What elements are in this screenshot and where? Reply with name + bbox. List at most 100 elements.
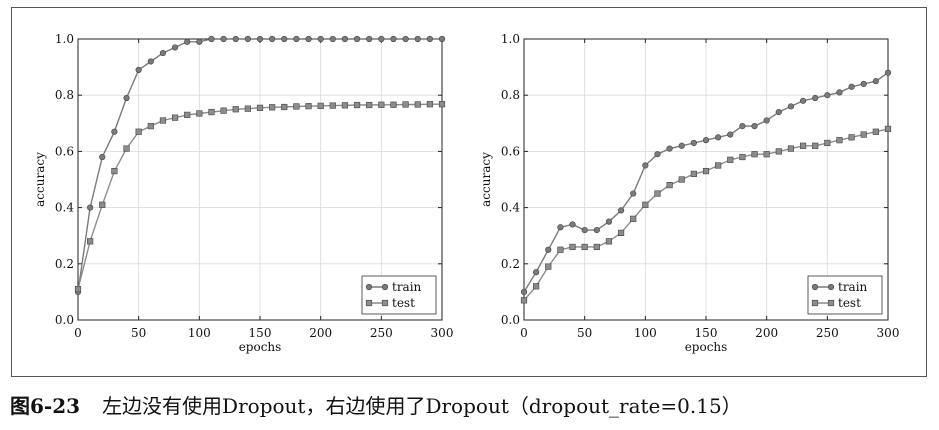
data-point-test xyxy=(256,104,264,111)
data-point-test xyxy=(520,297,528,304)
data-point-test xyxy=(654,190,661,197)
x-tick-label: 200 xyxy=(309,326,332,340)
x-tick-label: 250 xyxy=(816,326,839,340)
y-tick-label: 0.6 xyxy=(55,144,74,158)
data-point-test xyxy=(353,101,361,109)
data-point-test xyxy=(269,104,276,111)
data-point-train xyxy=(617,207,625,214)
data-point-train xyxy=(763,117,770,124)
data-point-train xyxy=(630,190,637,197)
x-axis-label: epochs xyxy=(685,340,728,354)
data-point-train xyxy=(860,80,867,88)
x-tick-label: 100 xyxy=(188,326,211,340)
data-point-train xyxy=(557,224,564,231)
data-point-train xyxy=(884,69,892,76)
data-point-test xyxy=(848,134,855,141)
data-point-test xyxy=(799,142,807,149)
data-point-test xyxy=(378,101,385,108)
data-point-test xyxy=(305,103,312,110)
data-point-train xyxy=(244,35,251,43)
legend-box xyxy=(361,275,437,315)
x-tick-label: 150 xyxy=(695,326,718,340)
legend-label-train: train xyxy=(838,280,868,294)
data-point-test xyxy=(836,137,843,144)
data-point-test xyxy=(569,243,576,251)
x-tick-label: 300 xyxy=(877,326,900,340)
data-point-test xyxy=(74,285,82,293)
data-point-train xyxy=(366,35,373,43)
data-point-train xyxy=(111,128,118,135)
data-point-train xyxy=(848,83,855,90)
data-point-train xyxy=(787,103,795,110)
data-point-train xyxy=(329,35,336,43)
data-point-train xyxy=(390,35,397,43)
data-point-train xyxy=(414,35,421,43)
legend-marker-test xyxy=(365,299,373,307)
figure-caption: 图6-23 左边没有使用Dropout，右边使用了Dropout（dropout_… xyxy=(10,390,742,419)
data-point-train xyxy=(605,218,613,225)
data-point-test xyxy=(135,128,142,135)
x-tick-label: 150 xyxy=(249,326,272,340)
y-tick-label: 0.0 xyxy=(55,313,74,327)
data-point-train xyxy=(690,139,697,147)
data-point-test xyxy=(678,176,685,183)
data-point-train xyxy=(426,35,433,43)
data-point-test xyxy=(426,101,433,108)
data-point-train xyxy=(269,35,276,43)
data-point-test xyxy=(739,153,746,161)
data-point-test xyxy=(123,145,130,152)
data-point-test xyxy=(617,229,625,236)
data-point-test xyxy=(860,131,867,138)
data-point-test xyxy=(281,103,288,111)
y-axis-label: accuracy xyxy=(33,152,47,207)
legend-label-train: train xyxy=(392,280,422,294)
x-tick-label: 100 xyxy=(634,326,657,340)
data-point-train xyxy=(123,94,130,102)
data-point-train xyxy=(799,97,807,104)
data-point-test xyxy=(787,145,795,152)
data-point-test xyxy=(715,162,722,169)
x-tick-label: 0 xyxy=(520,326,528,340)
data-point-train xyxy=(378,35,385,43)
legend-marker-train xyxy=(811,283,819,291)
data-point-test xyxy=(171,114,179,121)
data-point-train xyxy=(341,35,349,43)
data-point-test xyxy=(99,201,106,208)
legend-marker-train xyxy=(365,283,373,291)
data-point-train xyxy=(727,131,734,138)
data-point-train xyxy=(305,35,312,43)
legend-label-test: test xyxy=(838,296,861,310)
data-point-test xyxy=(727,156,734,163)
data-point-test xyxy=(341,102,349,109)
data-point-train xyxy=(220,35,227,43)
data-point-train xyxy=(159,49,167,57)
data-point-train xyxy=(232,35,239,43)
data-point-test xyxy=(593,243,600,251)
data-point-test xyxy=(545,263,552,270)
data-point-test xyxy=(232,106,239,113)
x-tick-label: 250 xyxy=(370,326,393,340)
data-point-train xyxy=(739,123,746,130)
data-point-test xyxy=(293,103,300,110)
y-tick-label: 0.0 xyxy=(501,313,520,327)
x-tick-label: 0 xyxy=(74,326,82,340)
data-point-train xyxy=(256,35,264,43)
data-point-train xyxy=(171,44,179,51)
y-tick-label: 0.8 xyxy=(55,88,74,102)
data-point-train xyxy=(293,35,300,43)
legend-marker-train xyxy=(827,283,835,291)
y-tick-label: 0.4 xyxy=(55,201,74,215)
legend-marker-test xyxy=(381,299,389,307)
data-point-train xyxy=(317,35,324,43)
chart-left-no-dropout: 0 50 100 150 200 250 300 0.0 0.2 0.4 0.6 0.8 1.0 epoc… xyxy=(33,32,453,354)
y-tick-label: 0.6 xyxy=(501,144,520,158)
data-point-train xyxy=(666,145,673,152)
data-point-test xyxy=(220,107,227,114)
data-point-train xyxy=(196,38,203,45)
data-point-train xyxy=(581,226,588,234)
data-point-train xyxy=(545,246,552,253)
data-point-train xyxy=(836,89,843,96)
data-point-train xyxy=(642,162,649,169)
data-point-test xyxy=(763,151,770,158)
legend-label-test: test xyxy=(392,296,415,310)
